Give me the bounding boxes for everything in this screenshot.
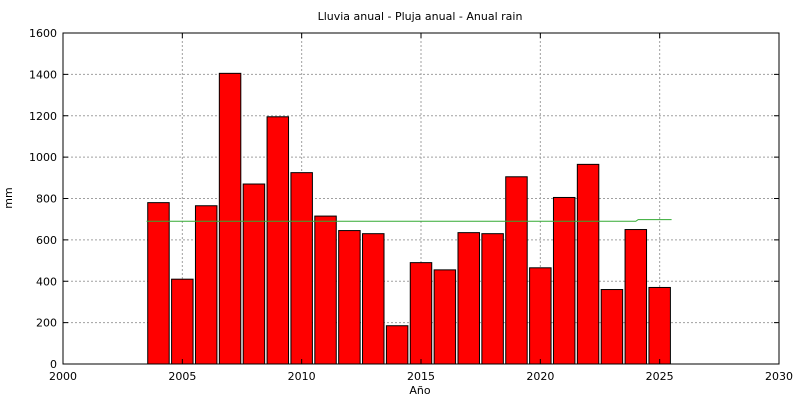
y-tick-label: 1400 — [29, 68, 57, 81]
bars — [147, 72, 671, 365]
bar — [552, 196, 576, 365]
bar — [266, 116, 290, 365]
bar — [362, 233, 385, 365]
y-tick-label: 1200 — [29, 110, 57, 123]
x-tick-label: 2000 — [49, 370, 77, 383]
bar — [314, 215, 337, 365]
x-tick-label: 2030 — [765, 370, 793, 383]
bar — [600, 289, 624, 365]
bar — [409, 262, 433, 365]
x-tick-label: 2015 — [407, 370, 435, 383]
bar — [385, 325, 409, 365]
bar — [576, 163, 600, 365]
y-axis-label: mm — [2, 187, 15, 208]
x-tick-label: 2020 — [526, 370, 554, 383]
bar — [147, 202, 170, 365]
bar — [529, 267, 552, 365]
x-tick-label: 2005 — [168, 370, 196, 383]
x-tick-label: 2025 — [646, 370, 674, 383]
bar — [338, 230, 361, 365]
average-line — [146, 219, 672, 222]
x-axis-label: Año — [409, 384, 430, 397]
bar — [624, 229, 648, 365]
bar — [433, 269, 457, 365]
y-tick-label: 0 — [50, 358, 57, 371]
bar — [648, 286, 671, 365]
x-tick-label: 2010 — [288, 370, 316, 383]
bar — [290, 172, 313, 365]
bar — [457, 232, 480, 365]
chart-title: Lluvia anual - Pluja anual - Anual rain — [318, 10, 523, 23]
y-tick-label: 1000 — [29, 151, 57, 164]
y-tick-label: 200 — [36, 317, 57, 330]
bar — [171, 278, 194, 365]
average-line-group — [146, 219, 672, 222]
bar — [194, 205, 218, 365]
bar — [481, 233, 504, 365]
ticks: 0 200 400 600 800 1000 1200 1400 1600 2000 2005 201… — [29, 27, 793, 383]
bar — [505, 176, 528, 365]
bar — [242, 183, 266, 365]
y-tick-label: 600 — [36, 234, 57, 247]
bar — [218, 72, 242, 365]
y-tick-label: 800 — [36, 193, 57, 206]
y-tick-label: 1600 — [29, 27, 57, 40]
y-tick-label: 400 — [36, 275, 57, 288]
